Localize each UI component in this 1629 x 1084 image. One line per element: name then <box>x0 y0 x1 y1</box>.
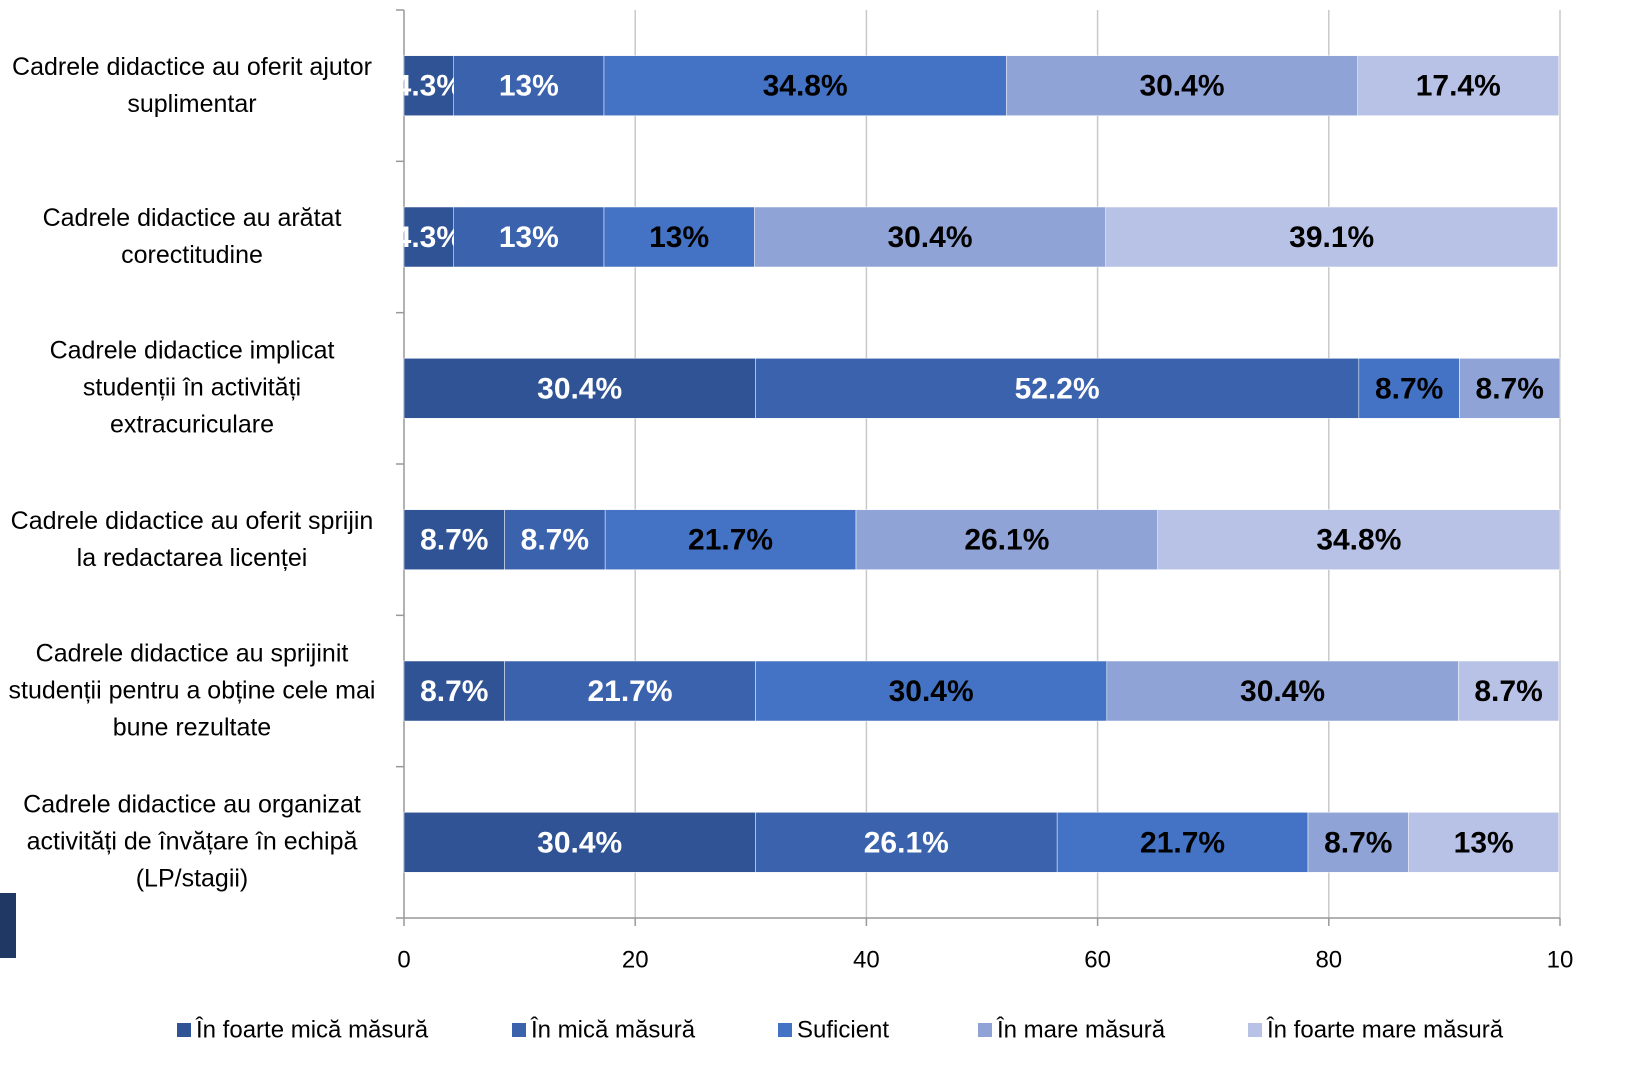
data-label: 34.8% <box>1316 524 1401 557</box>
legend-label: Suficient <box>797 1016 889 1043</box>
bar-segment <box>403 660 505 722</box>
data-label: 26.1% <box>964 524 1049 557</box>
data-label: 8.7% <box>420 675 488 708</box>
x-tick-label: 20 <box>622 946 649 973</box>
legend-label: În mare măsură <box>996 1016 1166 1043</box>
bar-segment <box>1105 206 1558 268</box>
bar-segment <box>1458 660 1560 722</box>
data-label: 34.8% <box>763 70 848 103</box>
legend-label: În foarte mare măsură <box>1266 1016 1504 1043</box>
bar-segment <box>403 206 454 268</box>
data-label: 30.4% <box>537 826 622 859</box>
bar-segment <box>504 509 606 570</box>
x-tick-label: 10 <box>1547 946 1574 973</box>
bar-segment <box>1358 358 1460 419</box>
category-label: Cadrele didactice au oferit ajutor supli… <box>12 52 372 118</box>
x-tick-label: 40 <box>853 946 880 973</box>
bar-segment <box>453 206 605 268</box>
legend-label: În mică măsură <box>530 1016 696 1043</box>
category-label: Cadrele didactice au sprijinit studenții… <box>8 639 376 742</box>
data-label: 13% <box>1454 826 1514 859</box>
bar-segment <box>1157 509 1561 570</box>
bar-segment <box>403 55 454 116</box>
category-label: Cadrele didactice au oferit sprijin la r… <box>10 506 374 572</box>
bar-segment <box>755 358 1360 419</box>
bar-segment <box>504 660 756 722</box>
data-label: 21.7% <box>688 524 773 557</box>
category-label: Cadrele didactice au organizat activităț… <box>23 790 361 893</box>
bar-segment <box>603 55 1007 116</box>
bar-segment <box>1056 812 1309 873</box>
data-label: 26.1% <box>864 826 949 859</box>
data-label: 52.2% <box>1015 372 1100 405</box>
bar-segment <box>604 509 857 570</box>
bar-segment <box>1459 358 1561 419</box>
legend-swatch <box>512 1023 526 1037</box>
bar-segment <box>1106 660 1459 722</box>
data-label: 8.7% <box>1375 372 1443 405</box>
bar-segment <box>603 206 755 268</box>
data-label: 21.7% <box>587 675 672 708</box>
legend-swatch <box>1248 1023 1262 1037</box>
bar-segment <box>754 206 1106 268</box>
x-tick-label: 80 <box>1315 946 1342 973</box>
data-label: 13% <box>499 221 559 254</box>
legend-swatch <box>978 1023 992 1037</box>
data-label: 8.7% <box>1474 675 1542 708</box>
data-label: 8.7% <box>1324 826 1392 859</box>
data-label: 39.1% <box>1289 221 1374 254</box>
data-label: 8.7% <box>1476 372 1544 405</box>
bar-segment <box>1408 812 1560 873</box>
data-label: 4.3% <box>395 70 463 103</box>
bar-segment <box>453 55 605 116</box>
bar-segment <box>755 812 1058 873</box>
legend-swatch <box>177 1023 191 1037</box>
category-label: Cadrele didactice au arătat corectitudin… <box>42 204 342 269</box>
bar-segment <box>403 812 756 873</box>
bar-segment <box>855 509 1158 570</box>
data-label: 13% <box>499 70 559 103</box>
bar-segment <box>403 509 505 570</box>
data-label: 17.4% <box>1416 70 1501 103</box>
data-label: 30.4% <box>887 221 972 254</box>
data-label: 30.4% <box>889 675 974 708</box>
data-label: 8.7% <box>521 524 589 557</box>
data-label: 21.7% <box>1140 826 1225 859</box>
legend-swatch <box>778 1023 792 1037</box>
x-tick-label: 0 <box>397 946 410 973</box>
data-label: 8.7% <box>420 524 488 557</box>
decoration <box>0 893 16 958</box>
bar-segment <box>403 358 756 419</box>
data-label: 4.3% <box>395 221 463 254</box>
data-label: 30.4% <box>1240 675 1325 708</box>
bar-segment <box>1307 812 1409 873</box>
category-label: Cadrele didactice implicat studenții în … <box>49 336 335 439</box>
data-label: 30.4% <box>1139 70 1224 103</box>
legend-label: În foarte mică măsură <box>195 1016 429 1043</box>
bar-segment <box>1357 55 1560 116</box>
x-tick-label: 60 <box>1084 946 1111 973</box>
data-label: 13% <box>649 221 709 254</box>
data-label: 30.4% <box>537 372 622 405</box>
bar-segment <box>1006 55 1358 116</box>
